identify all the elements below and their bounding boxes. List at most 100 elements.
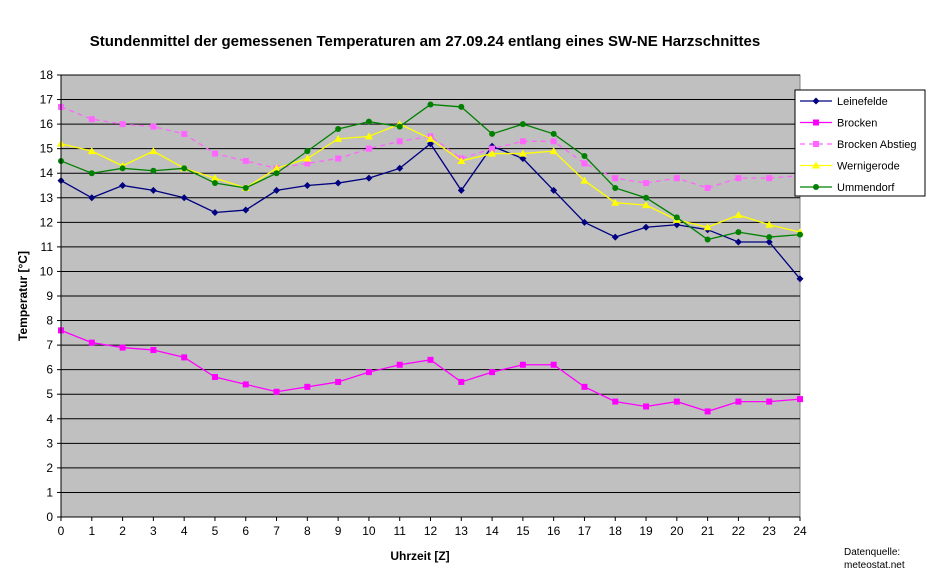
- x-tick-label: 14: [485, 524, 499, 538]
- legend-marker-brocken: [813, 119, 819, 126]
- legend-label: Brocken Abstieg: [837, 139, 917, 151]
- data-point-brocken-abstieg: [673, 175, 680, 182]
- data-point-brocken: [365, 369, 372, 376]
- data-point-brocken-abstieg: [550, 138, 557, 145]
- data-point-brocken: [150, 347, 157, 354]
- x-tick-label: 16: [547, 524, 561, 538]
- x-tick-label: 3: [150, 524, 157, 538]
- data-point-brocken-abstieg: [489, 145, 496, 152]
- y-axis-label: Temperatur [°C]: [16, 251, 30, 341]
- data-point-brocken-abstieg: [304, 160, 311, 167]
- data-point-leinefelde: [273, 186, 281, 194]
- data-point-brocken: [181, 354, 188, 361]
- data-point-ummendorf: [766, 234, 773, 241]
- data-point-brocken-abstieg: [735, 175, 742, 182]
- data-point-wernigerode: [364, 132, 373, 140]
- data-point-brocken: [335, 378, 342, 385]
- data-point-wernigerode: [426, 134, 435, 142]
- y-tick-label: 9: [46, 289, 53, 303]
- data-point-wernigerode: [87, 147, 96, 155]
- data-point-ummendorf: [335, 126, 342, 133]
- x-tick-label: 2: [119, 524, 126, 538]
- data-point-ummendorf: [612, 184, 619, 191]
- data-point-wernigerode: [334, 134, 343, 142]
- legend-item-leinefelde: Leinefelde: [800, 96, 888, 108]
- data-point-brocken: [489, 369, 496, 376]
- data-point-brocken: [519, 361, 526, 368]
- legend-label: Ummendorf: [837, 182, 895, 194]
- x-tick-label: 1: [88, 524, 95, 538]
- y-tick-label: 11: [41, 240, 54, 254]
- data-point-ummendorf: [211, 180, 218, 187]
- data-point-leinefelde: [334, 179, 342, 187]
- data-point-ummendorf: [273, 170, 280, 177]
- source-note-line1: Datenquelle:: [844, 547, 900, 558]
- data-point-brocken-abstieg: [766, 175, 773, 182]
- y-tick-label: 6: [46, 363, 53, 377]
- data-point-leinefelde: [119, 182, 127, 189]
- data-point-brocken-abstieg: [365, 145, 372, 152]
- data-point-brocken: [458, 378, 465, 385]
- chart-title: Stundenmittel der gemessenen Temperature…: [90, 33, 760, 50]
- data-point-brocken: [766, 398, 773, 405]
- data-point-brocken-abstieg: [396, 138, 403, 145]
- data-point-brocken: [396, 361, 403, 368]
- x-tick-label: 24: [793, 524, 807, 538]
- series-ummendorf: [58, 101, 803, 243]
- data-point-brocken: [211, 374, 218, 381]
- data-point-brocken-abstieg: [119, 121, 126, 128]
- legend-marker-brocken-abstieg: [813, 141, 819, 147]
- data-point-ummendorf: [396, 123, 403, 130]
- legend-item-ummendorf: Ummendorf: [800, 182, 895, 194]
- data-point-wernigerode: [611, 198, 620, 206]
- data-point-brocken: [581, 383, 588, 390]
- y-tick-label: 7: [46, 338, 53, 352]
- x-tick-label: 20: [670, 524, 684, 538]
- data-point-brocken-abstieg: [581, 160, 588, 167]
- data-point-leinefelde: [303, 182, 311, 189]
- data-point-brocken-abstieg: [612, 175, 619, 182]
- x-tick-label: 8: [304, 524, 311, 538]
- x-tick-label: 18: [609, 524, 623, 538]
- data-point-ummendorf: [673, 214, 680, 221]
- data-point-brocken: [88, 339, 95, 346]
- data-point-wernigerode: [303, 154, 312, 162]
- y-tick-label: 5: [46, 387, 53, 401]
- grid-lines: [61, 74, 800, 493]
- x-tick-label: 13: [455, 524, 469, 538]
- data-point-brocken-abstieg: [704, 184, 711, 191]
- data-point-leinefelde: [211, 209, 219, 217]
- data-point-wernigerode: [488, 149, 497, 157]
- x-tick-label: 4: [181, 524, 188, 538]
- data-point-brocken-abstieg: [211, 150, 218, 157]
- x-axis-label: Uhrzeit [Z]: [390, 549, 449, 563]
- legend-marker-ummendorf: [813, 184, 819, 190]
- data-point-ummendorf: [519, 121, 526, 128]
- data-point-leinefelde: [673, 221, 681, 229]
- y-tick-label: 15: [40, 142, 54, 156]
- y-tick-label: 10: [40, 264, 54, 278]
- data-point-wernigerode: [149, 147, 158, 155]
- data-point-leinefelde: [519, 154, 527, 162]
- y-tick-label: 17: [40, 93, 54, 107]
- series-brocken: [58, 327, 803, 415]
- data-point-brocken: [273, 388, 280, 395]
- data-point-leinefelde: [149, 186, 157, 194]
- x-tick-label: 15: [516, 524, 530, 538]
- data-point-ummendorf: [150, 167, 157, 174]
- data-point-wernigerode: [734, 210, 743, 218]
- x-tick-label: 0: [58, 524, 65, 538]
- x-tick-label: 12: [424, 524, 438, 538]
- data-point-wernigerode: [210, 174, 219, 182]
- data-point-ummendorf: [704, 236, 711, 243]
- x-tick-label: 10: [362, 524, 376, 538]
- data-point-leinefelde: [242, 206, 250, 214]
- legend-item-brocken-abstieg: Brocken Abstieg: [800, 139, 917, 151]
- data-point-leinefelde: [457, 186, 465, 194]
- data-point-brocken: [673, 398, 680, 405]
- data-point-brocken-abstieg: [519, 138, 526, 145]
- data-point-leinefelde: [765, 238, 773, 246]
- y-tick-label: 0: [46, 510, 53, 524]
